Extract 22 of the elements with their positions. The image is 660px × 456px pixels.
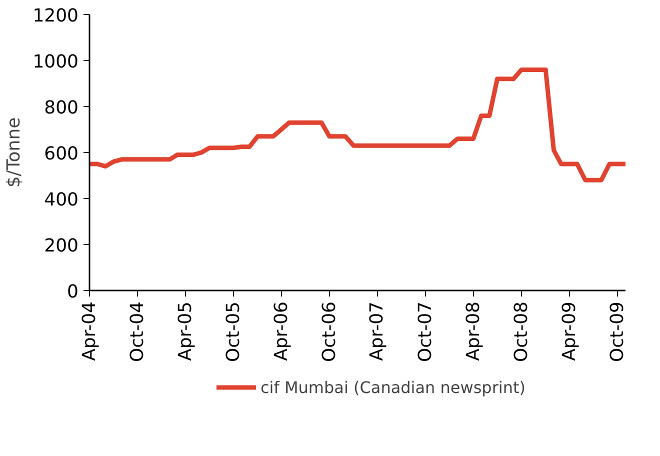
x-tick-label: Oct-04	[127, 301, 148, 362]
legend-label: cif Mumbai (Canadian newsprint)	[260, 378, 526, 396]
line-series	[90, 67, 626, 182]
x-tick-label: Apr-06	[270, 301, 292, 361]
x-tick-label: Oct-07	[414, 301, 436, 362]
y-tick-label: 1000	[32, 52, 79, 72]
x-tick-label: Oct-09	[606, 301, 628, 362]
y-tick-label: 0	[67, 282, 78, 302]
y-axis-title: $/Tonne	[4, 117, 25, 188]
y-tick-label: 600	[44, 144, 79, 164]
x-tick-label: Apr-07	[366, 301, 388, 361]
y-tick-label: 1200	[32, 6, 79, 26]
x-tick-label: Oct-06	[318, 301, 340, 362]
x-tick-label: Apr-08	[462, 301, 484, 361]
y-tick-label: 400	[44, 190, 79, 210]
x-tick-label: Apr-09	[558, 301, 580, 361]
x-tick-label: Oct-08	[510, 301, 532, 362]
y-tick-label: 800	[44, 98, 79, 118]
y-tick-label: 200	[44, 236, 79, 256]
x-tick-label: Apr-05	[174, 301, 196, 361]
x-tick-label: Oct-05	[222, 301, 244, 362]
x-tick-label: Apr-04	[79, 301, 100, 361]
